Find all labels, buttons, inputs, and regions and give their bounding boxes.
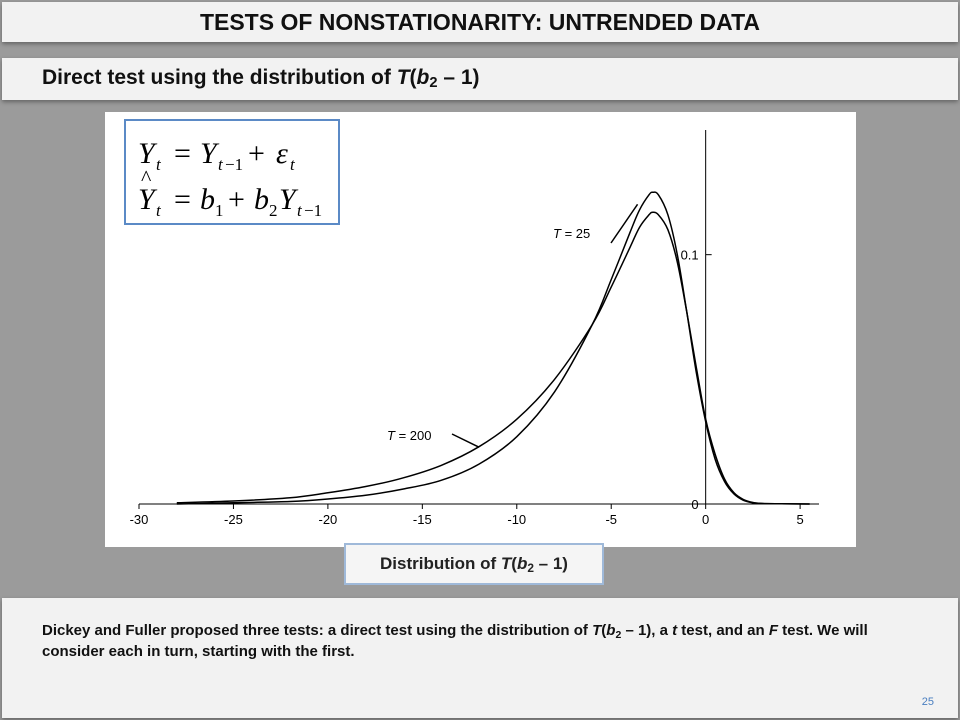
svg-text:1: 1	[215, 201, 224, 220]
svg-text:+: +	[228, 183, 245, 216]
svg-text:Y: Y	[200, 137, 220, 170]
x-tick-label: -25	[224, 512, 243, 527]
svg-text:t: t	[297, 201, 303, 220]
x-tick-label: -10	[507, 512, 526, 527]
svg-text:Y: Y	[138, 183, 158, 216]
series-t25-label: T = 25	[553, 226, 590, 241]
svg-text:Y: Y	[279, 183, 299, 216]
svg-text:2: 2	[269, 201, 278, 220]
series-t200-curve	[176, 211, 810, 505]
svg-text:b: b	[200, 183, 215, 216]
svg-text:=: =	[174, 183, 191, 216]
x-tick-label: 5	[796, 512, 803, 527]
distribution-chart: -30 -25 -20 -15 -10 -5 0 5 0 0.1 T = 25 T = 200	[130, 130, 819, 527]
series-t200-label: T = 200	[387, 428, 431, 443]
svg-text:t: t	[156, 155, 162, 174]
x-tick-label: -15	[413, 512, 432, 527]
svg-text:ε: ε	[276, 137, 288, 170]
footer-bar: Dickey and Fuller proposed three tests: …	[2, 598, 958, 718]
chart-caption: Distribution of T(b2 – 1)	[344, 543, 604, 585]
y-tick-label: 0	[691, 497, 698, 512]
slide-subtitle: Direct test using the distribution of T(…	[42, 66, 480, 91]
title-bar: TESTS OF NONSTATIONARITY: UNTRENDED DATA	[2, 2, 958, 42]
y-tick-label: 0.1	[681, 248, 699, 263]
svg-text:Y: Y	[138, 137, 158, 170]
series-t25-label-leader	[610, 203, 639, 244]
svg-text:=: =	[174, 137, 191, 170]
series-t200-label-leader	[451, 433, 480, 448]
svg-text:t: t	[156, 201, 162, 220]
footer-text: Dickey and Fuller proposed three tests: …	[42, 622, 868, 660]
svg-text:−1: −1	[225, 155, 243, 174]
slide-title: TESTS OF NONSTATIONARITY: UNTRENDED DATA	[199, 9, 761, 35]
svg-text:+: +	[248, 137, 265, 170]
chart-caption-text: Distribution of T(b2 – 1)	[380, 554, 568, 575]
x-tick-label: -5	[605, 512, 617, 527]
svg-text:−1: −1	[304, 201, 322, 220]
svg-text:t: t	[218, 155, 224, 174]
x-tick-label: -30	[130, 512, 149, 527]
svg-text:t: t	[290, 155, 296, 174]
series-t25-curve	[176, 191, 810, 505]
svg-text:b: b	[254, 183, 269, 216]
model-equations: Y t = Y t −1 + ε t Y ^ t = b 1 + b 2 Y t…	[138, 137, 322, 220]
subtitle-bar: Direct test using the distribution of T(…	[2, 58, 958, 100]
x-tick-label: 0	[702, 512, 709, 527]
model-equations-box: Y t = Y t −1 + ε t Y ^ t = b 1 + b 2 Y t…	[124, 119, 340, 225]
x-tick-label: -20	[318, 512, 337, 527]
svg-text:^: ^	[141, 165, 152, 190]
page-number: 25	[921, 696, 934, 708]
